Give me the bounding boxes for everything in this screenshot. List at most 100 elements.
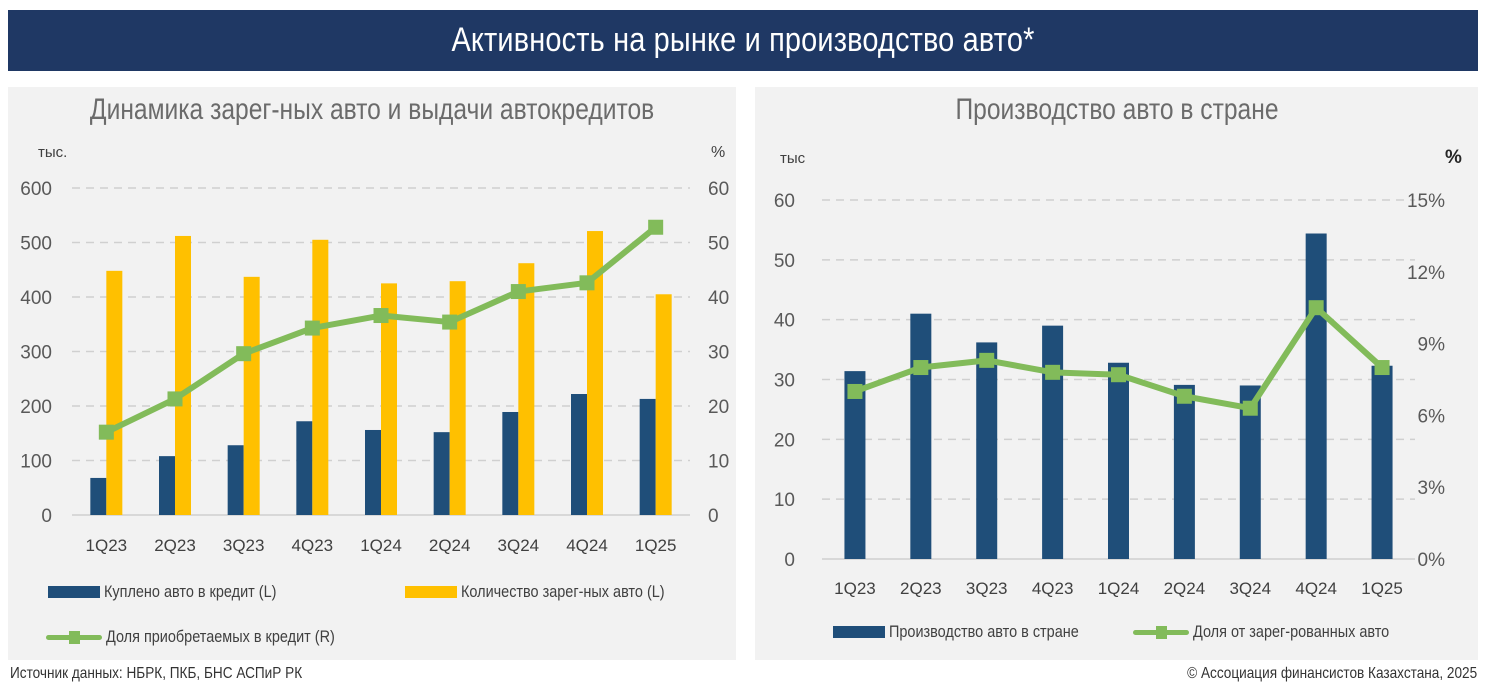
y2-axis-unit-label: % xyxy=(1445,147,1462,168)
y-tick-label: 30 xyxy=(774,371,795,392)
y-tick-label: 60 xyxy=(774,191,795,212)
x-tick-label: 3Q24 xyxy=(1229,579,1271,598)
bar-yellow xyxy=(518,263,535,515)
line-marker xyxy=(913,360,929,376)
line-marker xyxy=(167,391,183,407)
y2-tick-label: 10 xyxy=(708,452,729,473)
bar-navy xyxy=(1305,233,1327,560)
x-tick-label: 2Q23 xyxy=(154,536,196,555)
bar-navy xyxy=(976,342,998,559)
y2-tick-label: 15% xyxy=(1407,191,1445,212)
x-tick-label: 4Q23 xyxy=(1032,579,1074,598)
data-source-note: Источник данных: НБРК, ПКБ, БНС АСПиР РК xyxy=(10,665,354,683)
bar-yellow xyxy=(106,270,123,515)
copyright-note: © Ассоциация финансистов Казахстана, 202… xyxy=(1136,665,1477,683)
y2-tick-label: 20 xyxy=(708,397,729,418)
y2-tick-label: 6% xyxy=(1418,406,1446,427)
y-tick-label: 20 xyxy=(774,430,795,451)
y-axis-unit-label: тыс xyxy=(780,150,806,167)
bar-navy xyxy=(1239,385,1261,559)
page-title: Активность на рынке и производство авто* xyxy=(451,21,1035,59)
x-tick-label: 1Q23 xyxy=(834,579,876,598)
bar-navy xyxy=(1108,362,1129,559)
chart-title: Производство авто в стране xyxy=(954,93,1279,126)
line-marker xyxy=(1308,300,1324,316)
legend-label: Куплено авто в кредит (L) xyxy=(104,582,277,601)
bar-navy xyxy=(159,456,175,515)
x-tick-label: 1Q23 xyxy=(86,536,128,555)
y-tick-label: 500 xyxy=(20,234,52,255)
legend-item-production: Производство авто в стране xyxy=(833,622,1112,642)
line-marker xyxy=(1176,388,1192,404)
line-marker xyxy=(304,320,320,336)
x-tick-label: 4Q24 xyxy=(1295,579,1337,598)
y-tick-label: 200 xyxy=(20,397,52,418)
y-tick-label: 10 xyxy=(774,490,795,511)
y-tick-label: 300 xyxy=(20,343,52,364)
legend-swatch-yellow xyxy=(405,586,457,598)
bar-navy xyxy=(571,394,587,515)
y-tick-label: 600 xyxy=(20,179,52,200)
y2-tick-label: 0% xyxy=(1418,550,1446,571)
y2-tick-label: 9% xyxy=(1418,335,1446,356)
x-tick-label: 2Q24 xyxy=(429,536,471,555)
bar-navy xyxy=(1042,325,1064,559)
bar-navy xyxy=(227,445,244,515)
bar-yellow xyxy=(655,294,672,515)
bar-navy xyxy=(502,411,519,515)
y2-tick-label: 50 xyxy=(708,234,729,255)
line-marker xyxy=(373,308,389,324)
data-source-text: Источник данных: НБРК, ПКБ, БНС АСПиР РК xyxy=(10,665,303,682)
x-tick-label: 4Q24 xyxy=(566,536,608,555)
x-tick-label: 3Q24 xyxy=(498,536,540,555)
chart-panel-production: Производство авто в стране 0 10 20 30 40 50 60… xyxy=(755,87,1478,660)
legend-item-registrations: Количество зарег-ных авто (L) xyxy=(405,582,701,602)
bar-yellow xyxy=(381,283,397,515)
y2-tick-label: 3% xyxy=(1418,478,1446,499)
bar-yellow xyxy=(449,281,466,515)
bar-navy xyxy=(639,398,656,515)
y-tick-label: 0 xyxy=(784,550,795,571)
legend-label: Доля приобретаемых в кредит (R) xyxy=(106,627,335,646)
legend-swatch-green-line xyxy=(1133,625,1189,639)
line-marker xyxy=(579,275,595,291)
x-tick-label: 1Q25 xyxy=(1361,579,1403,598)
line-marker xyxy=(648,219,664,235)
bar-navy xyxy=(365,429,381,515)
y2-tick-label: 60 xyxy=(708,179,729,200)
legend-swatch-green-line xyxy=(46,630,102,644)
line-marker xyxy=(236,346,252,362)
chart-panel-credit: Динамика зарег-ных авто и выдачи автокре… xyxy=(8,87,736,660)
bar-navy xyxy=(910,313,932,559)
bar-yellow xyxy=(175,235,191,515)
line-marker xyxy=(1242,400,1258,416)
line-marker xyxy=(979,352,995,368)
chart-title: Динамика зарег-ных авто и выдачи автокре… xyxy=(89,93,655,126)
chart-credit-registrations: 0 100 200 300 400 500 600 0 10 20 30 40 50 60 тыс. % 1Q2… xyxy=(20,144,729,555)
bar-yellow xyxy=(587,231,603,515)
bar-navy xyxy=(296,421,313,515)
y-axis-unit-label: тыс. xyxy=(38,144,67,161)
legend-label: Количество зарег-ных авто (L) xyxy=(461,582,665,601)
x-tick-label: 1Q24 xyxy=(360,536,402,555)
y2-tick-label: 0 xyxy=(708,506,719,527)
y2-tick-label: 12% xyxy=(1407,263,1445,284)
legend-item-production-share: Доля от зарег-рованных авто xyxy=(1133,622,1424,642)
bar-navy xyxy=(90,477,107,515)
bar-navy xyxy=(1371,365,1393,559)
x-tick-label: 1Q25 xyxy=(635,536,677,555)
line-marker xyxy=(1374,360,1390,376)
y2-tick-label: 30 xyxy=(708,343,729,364)
bar-yellow xyxy=(243,276,260,515)
x-tick-label: 2Q23 xyxy=(900,579,942,598)
x-tick-label: 3Q23 xyxy=(966,579,1008,598)
y-tick-label: 50 xyxy=(774,251,795,272)
x-tick-label: 1Q24 xyxy=(1098,579,1140,598)
line-marker xyxy=(1045,364,1061,380)
chart-title-wrap: Динамика зарег-ных авто и выдачи автокре… xyxy=(8,93,736,127)
legend-label: Доля от зарег-рованных авто xyxy=(1193,622,1390,641)
x-tick-label: 3Q23 xyxy=(223,536,265,555)
y-tick-label: 0 xyxy=(41,506,52,527)
chart-domestic-production: 0 10 20 30 40 50 60 0% 3% 6% 9% 12% 15% тыс % 1Q23 2Q23 3… xyxy=(774,147,1462,598)
line-marker xyxy=(510,284,526,300)
